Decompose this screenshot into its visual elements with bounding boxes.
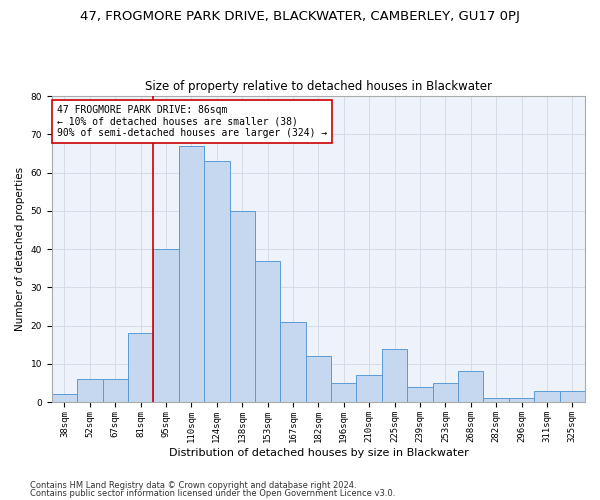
- Y-axis label: Number of detached properties: Number of detached properties: [15, 167, 25, 331]
- Bar: [103, 379, 128, 402]
- Bar: [204, 161, 230, 402]
- Bar: [509, 398, 534, 402]
- Bar: [280, 322, 305, 402]
- Bar: [407, 387, 433, 402]
- Bar: [433, 383, 458, 402]
- Bar: [230, 211, 255, 402]
- Bar: [560, 390, 585, 402]
- Bar: [255, 260, 280, 402]
- Text: 47 FROGMORE PARK DRIVE: 86sqm
← 10% of detached houses are smaller (38)
90% of s: 47 FROGMORE PARK DRIVE: 86sqm ← 10% of d…: [57, 105, 328, 138]
- Text: 47, FROGMORE PARK DRIVE, BLACKWATER, CAMBERLEY, GU17 0PJ: 47, FROGMORE PARK DRIVE, BLACKWATER, CAM…: [80, 10, 520, 23]
- Bar: [331, 383, 356, 402]
- Bar: [356, 376, 382, 402]
- Bar: [534, 390, 560, 402]
- Bar: [77, 379, 103, 402]
- Text: Contains HM Land Registry data © Crown copyright and database right 2024.: Contains HM Land Registry data © Crown c…: [30, 481, 356, 490]
- Bar: [458, 372, 484, 402]
- Bar: [484, 398, 509, 402]
- Text: Contains public sector information licensed under the Open Government Licence v3: Contains public sector information licen…: [30, 488, 395, 498]
- Bar: [179, 146, 204, 402]
- Bar: [154, 249, 179, 402]
- Bar: [52, 394, 77, 402]
- Bar: [382, 348, 407, 402]
- Title: Size of property relative to detached houses in Blackwater: Size of property relative to detached ho…: [145, 80, 492, 94]
- Bar: [305, 356, 331, 402]
- Bar: [128, 333, 154, 402]
- X-axis label: Distribution of detached houses by size in Blackwater: Distribution of detached houses by size …: [169, 448, 468, 458]
